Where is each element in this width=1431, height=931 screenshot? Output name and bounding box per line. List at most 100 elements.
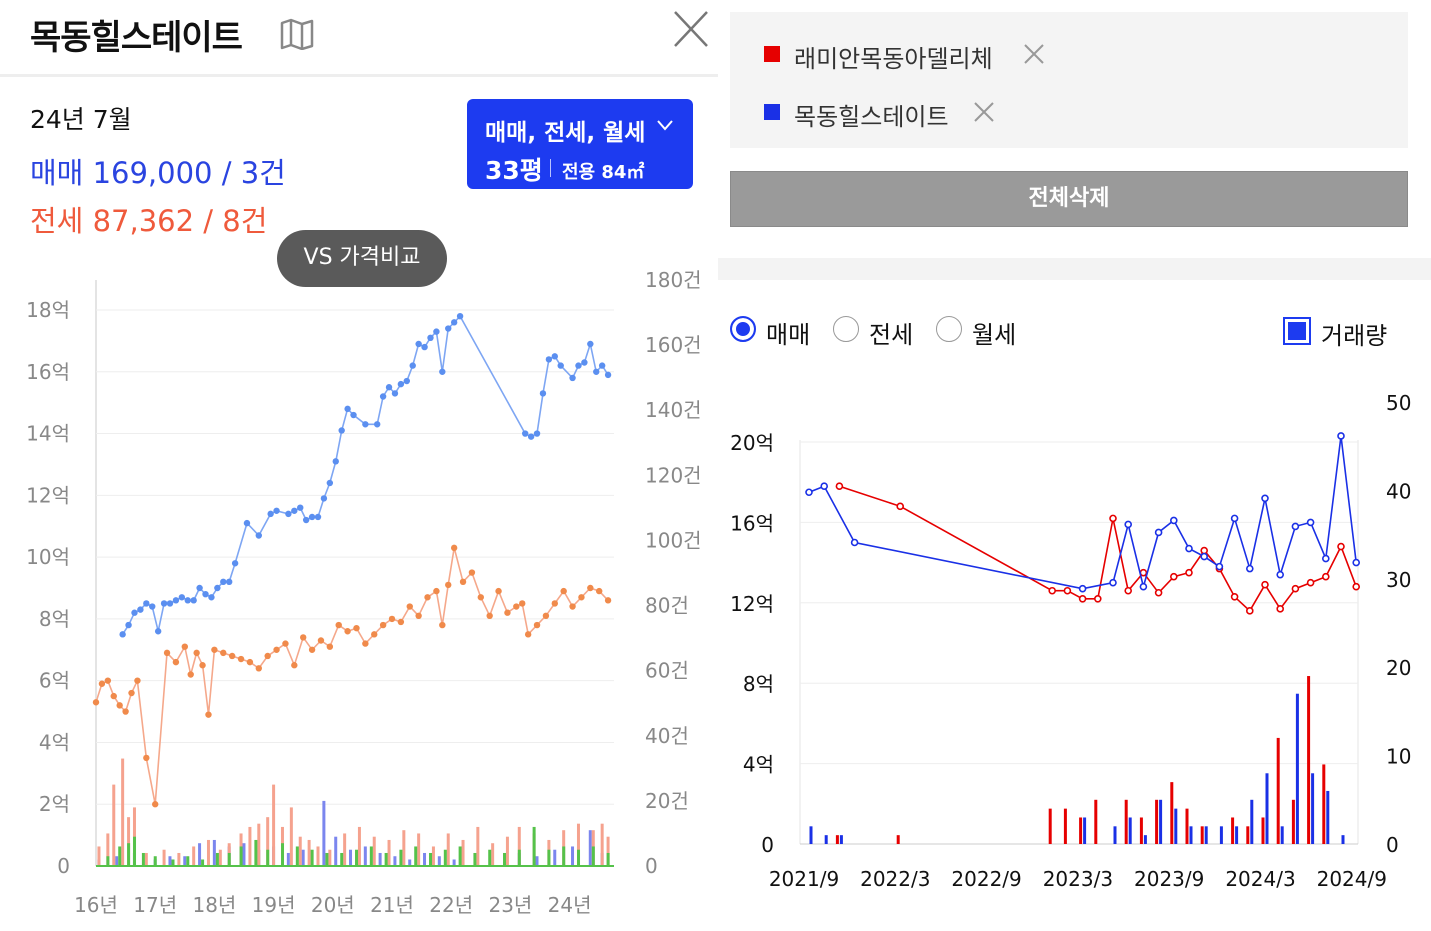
price-point xyxy=(1215,562,1224,571)
price-point xyxy=(202,590,209,598)
volume-bar xyxy=(503,852,507,866)
price-point xyxy=(119,631,126,638)
radio-circle xyxy=(730,316,756,342)
remove-icon[interactable] xyxy=(972,100,996,124)
price-point xyxy=(557,362,564,369)
remove-icon[interactable] xyxy=(1022,42,1046,66)
price-point xyxy=(143,600,150,607)
delete-all-button[interactable]: 전체삭제 xyxy=(730,171,1408,227)
price-point xyxy=(1200,546,1209,555)
vs-compare-button[interactable]: VS 가격비교 xyxy=(277,230,447,287)
y-tick-label: 0 xyxy=(57,854,70,878)
volume-bar xyxy=(349,849,353,866)
price-point xyxy=(1337,432,1345,440)
price-point xyxy=(273,507,280,514)
price-point xyxy=(1078,594,1087,603)
compare-color-swatch xyxy=(764,104,780,120)
price-point xyxy=(134,677,141,684)
volume-bar xyxy=(1261,817,1265,844)
price-point xyxy=(362,421,369,428)
volume-bar xyxy=(112,784,116,866)
volume-bar xyxy=(153,856,157,866)
price-point xyxy=(104,677,112,684)
volume-bar xyxy=(429,852,433,866)
price-point xyxy=(317,637,325,644)
volume-bar xyxy=(1341,835,1345,844)
volume-bar xyxy=(281,843,285,866)
x-tick-label: 24년 xyxy=(548,893,592,917)
volume-bar xyxy=(505,836,509,866)
price-point xyxy=(273,646,280,653)
price-point xyxy=(178,594,186,601)
price-point xyxy=(519,600,526,607)
map-icon[interactable] xyxy=(280,18,314,50)
volume-bar xyxy=(446,833,450,866)
volume-bar xyxy=(168,856,172,866)
y2-tick-label: 160건 xyxy=(645,333,702,357)
volume-bar xyxy=(295,846,299,866)
price-point xyxy=(604,597,612,604)
radio-label: 월세 xyxy=(972,321,1017,349)
price-point xyxy=(1124,586,1133,595)
price-point xyxy=(314,513,322,521)
volume-bar xyxy=(227,852,231,866)
radio-circle xyxy=(833,316,859,342)
price-point xyxy=(1291,584,1300,593)
summary-date: 24년 7월 xyxy=(30,105,132,134)
volume-bar xyxy=(588,830,592,866)
price-point xyxy=(1230,514,1239,523)
price-point xyxy=(98,680,106,687)
volume-bar xyxy=(1246,826,1250,844)
price-point xyxy=(524,631,532,638)
y2-tick-label: 40건 xyxy=(645,724,689,748)
price-point xyxy=(302,516,310,524)
price-point xyxy=(397,618,405,626)
volume-bar xyxy=(1235,826,1239,844)
sale-summary: 매매 169,000 / 3건 xyxy=(30,156,286,190)
deal-type-size-filter[interactable]: 매매, 전세, 월세 33평 전용 84㎡ xyxy=(467,99,693,189)
price-point xyxy=(160,600,168,607)
price-point xyxy=(1169,516,1178,525)
volume-bar xyxy=(118,846,122,866)
compare-item-label: 래미안목동아델리체 xyxy=(794,45,993,73)
x-tick-label: 19년 xyxy=(252,893,296,917)
price-point xyxy=(220,578,227,586)
volume-bar xyxy=(387,839,391,866)
y-tick-label: 16억 xyxy=(26,360,70,384)
x-tick-label: 23년 xyxy=(488,893,532,917)
price-point xyxy=(896,502,904,511)
volume-bar xyxy=(201,859,205,866)
volume-bar xyxy=(378,852,382,866)
price-point xyxy=(143,754,150,762)
volume-bar xyxy=(452,859,456,866)
volume-bar xyxy=(289,807,293,866)
volume-bar xyxy=(239,846,243,866)
volume-bar xyxy=(1276,737,1280,844)
volume-bar xyxy=(357,826,361,866)
price-point xyxy=(1154,588,1163,597)
price-point xyxy=(1185,544,1193,553)
price-point xyxy=(403,377,410,385)
price-point xyxy=(291,662,298,669)
x-tick-label: 17년 xyxy=(133,893,177,917)
close-icon[interactable] xyxy=(672,8,710,50)
volume-bar xyxy=(343,833,347,866)
volume-bar xyxy=(340,852,344,866)
price-point xyxy=(374,421,381,428)
volume-bar xyxy=(254,839,258,866)
volume-bar xyxy=(266,817,270,866)
price-point xyxy=(371,631,378,638)
price-point xyxy=(128,689,135,697)
volume-bar xyxy=(402,830,406,866)
price-point xyxy=(433,328,440,335)
price-point xyxy=(285,510,292,518)
x-tick-label: 2024/3 xyxy=(1225,867,1295,891)
price-point xyxy=(196,584,203,592)
price-point xyxy=(450,544,458,552)
y2-tick-label: 50 xyxy=(1386,391,1411,415)
price-point xyxy=(805,488,813,497)
price-point xyxy=(122,708,129,715)
volume-bar xyxy=(476,826,480,866)
y-tick-label: 12억 xyxy=(26,483,70,507)
price-point xyxy=(388,615,396,623)
